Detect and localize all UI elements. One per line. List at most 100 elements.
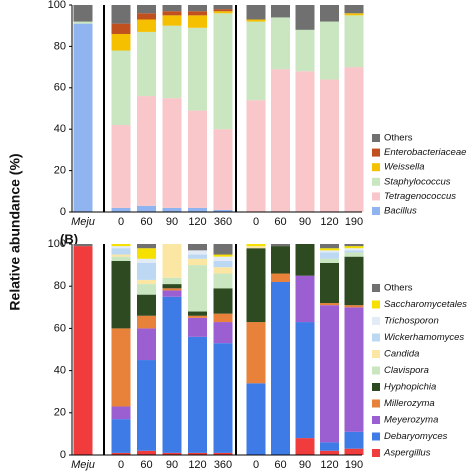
bar-segment bbox=[246, 246, 266, 249]
y-tick-label: 40 bbox=[54, 123, 66, 135]
bar-segment bbox=[213, 313, 233, 323]
bar-segment bbox=[111, 244, 131, 247]
bar-segment bbox=[111, 452, 131, 455]
bar-segment bbox=[213, 288, 233, 314]
bar-segment bbox=[320, 244, 339, 249]
legend: Bacillus Tetragenococcus Staphylococcus Wei… bbox=[372, 133, 466, 217]
bar-segment bbox=[213, 129, 233, 210]
bar-segment bbox=[320, 252, 339, 259]
bar-segment bbox=[320, 250, 339, 253]
legend-label: Clavispora bbox=[384, 365, 429, 376]
bar-segment bbox=[111, 33, 131, 51]
x-tick-label: 60 bbox=[274, 216, 286, 228]
legend-swatch bbox=[372, 383, 380, 391]
bar-segment bbox=[320, 5, 339, 22]
bar-segment bbox=[344, 244, 364, 247]
bar-segment bbox=[162, 25, 182, 99]
bar-segment bbox=[73, 21, 93, 24]
bar-segment bbox=[188, 244, 207, 251]
bar-segment bbox=[213, 343, 233, 453]
bar-segment bbox=[213, 9, 233, 12]
bar-segment bbox=[213, 13, 233, 130]
x-tick-label: 120 bbox=[188, 216, 206, 228]
bar-segment bbox=[188, 311, 207, 316]
x-tick-label: Meju bbox=[71, 216, 95, 228]
bar-segment bbox=[344, 252, 364, 257]
x-tick-label: 0 bbox=[118, 459, 124, 471]
bar-segment bbox=[271, 281, 290, 455]
bar-segment bbox=[111, 50, 131, 126]
legend-label: Tetragenococcus bbox=[384, 191, 456, 202]
bar-segment bbox=[295, 71, 315, 213]
legend-swatch bbox=[372, 177, 380, 186]
legend-swatch bbox=[372, 449, 380, 457]
legend-label: Hyphopichia bbox=[384, 382, 436, 393]
bar-segment bbox=[111, 246, 131, 249]
panel-label: (B) bbox=[60, 231, 78, 246]
bar-segment bbox=[344, 248, 364, 251]
y-tick-label: 60 bbox=[54, 82, 66, 94]
legend-label: Debaryomyces bbox=[384, 431, 448, 442]
bar-segment bbox=[295, 438, 315, 455]
bar-segment bbox=[111, 419, 131, 453]
bar-segment bbox=[246, 383, 266, 455]
legend-swatch bbox=[372, 192, 380, 201]
bar-segment bbox=[162, 15, 182, 26]
bar-segment bbox=[344, 246, 364, 249]
x-tick-label: 60 bbox=[140, 459, 152, 471]
x-tick-label: 90 bbox=[166, 459, 178, 471]
bar-segment bbox=[320, 442, 339, 451]
legend-swatch bbox=[372, 366, 380, 375]
bar-segment bbox=[271, 69, 290, 212]
bar-segment bbox=[271, 17, 290, 70]
legend-swatch bbox=[372, 300, 380, 309]
bar-segment bbox=[137, 450, 156, 455]
bar-segment bbox=[320, 21, 339, 80]
y-tick-label: 40 bbox=[54, 365, 66, 377]
bar-segment bbox=[295, 322, 315, 439]
legend-label: Others bbox=[384, 283, 413, 294]
bar-segment bbox=[188, 250, 207, 255]
bar-segment bbox=[320, 258, 339, 263]
bar-segment bbox=[162, 207, 182, 212]
bar-segment bbox=[213, 11, 233, 14]
legend-swatch bbox=[372, 284, 380, 292]
bar-segment bbox=[344, 448, 364, 455]
legend-label: Millerozyma bbox=[384, 398, 435, 409]
y-tick-label: 60 bbox=[54, 322, 66, 334]
bar-segment bbox=[137, 294, 156, 316]
bar-segment bbox=[137, 19, 156, 32]
bar-segment bbox=[271, 5, 290, 18]
bar-segment bbox=[137, 315, 156, 329]
bar-segment bbox=[213, 260, 233, 268]
bar-segment bbox=[137, 248, 156, 259]
bar-segment bbox=[213, 209, 233, 212]
legend-label: Staphylococcus bbox=[384, 176, 451, 187]
bar-segment bbox=[188, 207, 207, 212]
x-tick-label: 60 bbox=[140, 216, 152, 228]
bar-segment bbox=[162, 288, 182, 291]
bar-segment bbox=[111, 260, 131, 329]
bar-segment bbox=[213, 254, 233, 257]
legend-swatch bbox=[372, 207, 380, 215]
bar-segment bbox=[320, 262, 339, 304]
bar-segment bbox=[246, 5, 266, 20]
legend-label: Weissella bbox=[384, 162, 424, 173]
bar-segment bbox=[246, 322, 266, 384]
legend-swatch bbox=[372, 134, 380, 142]
bar-segment bbox=[111, 248, 131, 255]
bar-segment bbox=[320, 450, 339, 455]
legend-label: Saccharomycetales bbox=[384, 299, 467, 310]
bar-segment bbox=[344, 305, 364, 308]
bar-segment bbox=[344, 307, 364, 432]
y-tick-label: 20 bbox=[54, 407, 66, 419]
bar-segment bbox=[137, 360, 156, 451]
bar-segment bbox=[213, 244, 233, 255]
bar-segment bbox=[188, 336, 207, 453]
bar-segment bbox=[137, 262, 156, 280]
bar-segment bbox=[213, 322, 233, 344]
bar-segment bbox=[111, 5, 131, 24]
bar-segment bbox=[137, 284, 156, 295]
legend-swatch bbox=[372, 148, 380, 157]
x-tick-label: 0 bbox=[118, 216, 124, 228]
